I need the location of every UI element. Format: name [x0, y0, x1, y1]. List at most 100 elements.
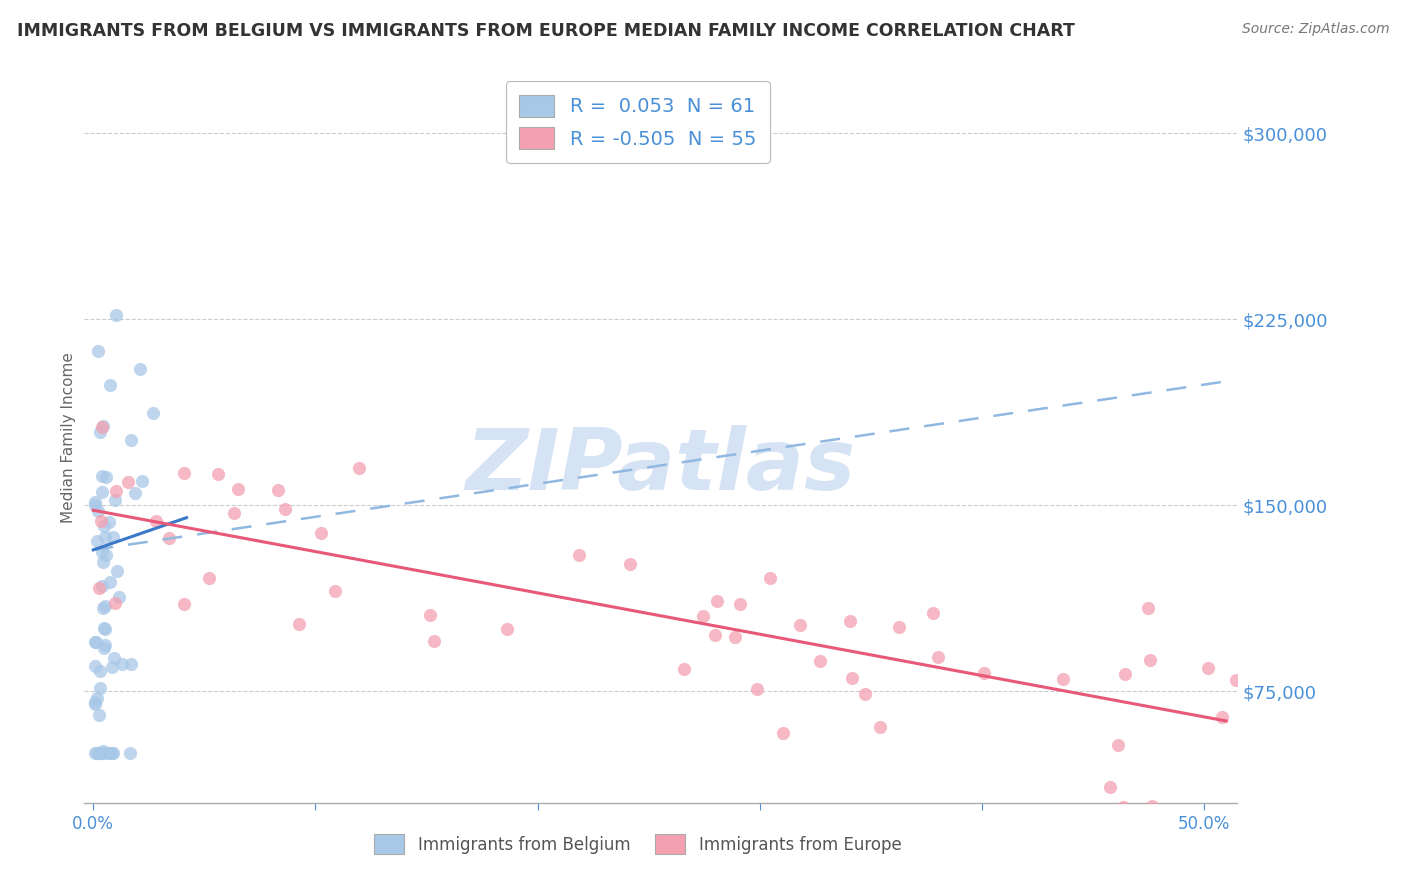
Point [107, 590, 129, 604]
Point [619, 558, 641, 572]
Point [90, 746, 112, 760]
Point [927, 649, 949, 664]
Point [94, 548, 117, 562]
Point [93, 519, 115, 533]
Point [1139, 653, 1161, 667]
Point [1098, 780, 1121, 794]
Point [84, 695, 107, 709]
Point [100, 746, 122, 760]
Point [105, 564, 128, 578]
Point [887, 620, 910, 634]
Legend: Immigrants from Belgium, Immigrants from Europe: Immigrants from Belgium, Immigrants from… [367, 828, 908, 860]
Point [90, 545, 112, 559]
Point [101, 660, 124, 674]
Point [728, 597, 751, 611]
Point [173, 467, 195, 481]
Point [419, 607, 441, 622]
Point [1197, 661, 1219, 675]
Point [423, 633, 446, 648]
Point [89, 681, 111, 695]
Point [273, 502, 295, 516]
Point [96, 746, 118, 760]
Point [1137, 601, 1160, 615]
Point [105, 308, 128, 322]
Point [97, 515, 120, 529]
Point [198, 571, 221, 585]
Point [84, 697, 107, 711]
Point [267, 483, 290, 497]
Point [94, 599, 117, 613]
Point [84, 498, 107, 512]
Point [87, 708, 110, 723]
Point [103, 650, 125, 665]
Point [86, 746, 108, 760]
Point [1225, 673, 1247, 688]
Point [973, 666, 995, 681]
Point [128, 362, 150, 376]
Point [84, 746, 107, 760]
Point [1114, 667, 1136, 681]
Point [87, 582, 110, 596]
Point [173, 597, 195, 611]
Point [89, 746, 111, 760]
Point [91, 556, 114, 570]
Point [772, 726, 794, 740]
Point [91, 418, 114, 433]
Point [86, 635, 108, 649]
Point [496, 622, 519, 636]
Point [90, 515, 112, 529]
Point [325, 583, 347, 598]
Point [131, 474, 153, 488]
Point [84, 495, 107, 509]
Point [91, 744, 114, 758]
Point [224, 507, 246, 521]
Point [86, 533, 108, 548]
Point [100, 377, 122, 392]
Point [841, 671, 863, 685]
Point [84, 659, 107, 673]
Point [91, 468, 114, 483]
Point [100, 746, 122, 760]
Point [142, 406, 165, 420]
Point [1211, 710, 1233, 724]
Point [91, 601, 114, 615]
Point [922, 606, 945, 620]
Point [89, 664, 111, 678]
Point [104, 483, 127, 498]
Point [104, 596, 127, 610]
Point [672, 662, 695, 676]
Point [724, 630, 747, 644]
Point [86, 691, 108, 706]
Point [94, 623, 117, 637]
Point [90, 484, 112, 499]
Point [1140, 798, 1163, 813]
Point [101, 530, 124, 544]
Point [98, 575, 121, 590]
Point [117, 475, 139, 490]
Point [759, 571, 782, 585]
Point [93, 641, 115, 656]
Y-axis label: Median Family Income: Median Family Income [60, 351, 76, 523]
Point [103, 746, 125, 760]
Point [789, 618, 811, 632]
Text: IMMIGRANTS FROM BELGIUM VS IMMIGRANTS FROM EUROPE MEDIAN FAMILY INCOME CORRELATI: IMMIGRANTS FROM BELGIUM VS IMMIGRANTS FR… [17, 22, 1074, 40]
Point [104, 493, 127, 508]
Text: ZIPatlas: ZIPatlas [465, 425, 856, 508]
Point [87, 503, 110, 517]
Point [1107, 738, 1129, 752]
Point [157, 532, 180, 546]
Point [207, 467, 229, 482]
Point [91, 746, 114, 760]
Point [94, 639, 117, 653]
Point [90, 579, 112, 593]
Point [347, 461, 370, 475]
Point [84, 634, 107, 648]
Point [94, 530, 117, 544]
Point [91, 420, 114, 434]
Point [120, 434, 142, 448]
Point [1052, 673, 1074, 687]
Point [839, 614, 862, 628]
Point [87, 746, 110, 760]
Point [869, 720, 891, 734]
Text: Source: ZipAtlas.com: Source: ZipAtlas.com [1241, 22, 1389, 37]
